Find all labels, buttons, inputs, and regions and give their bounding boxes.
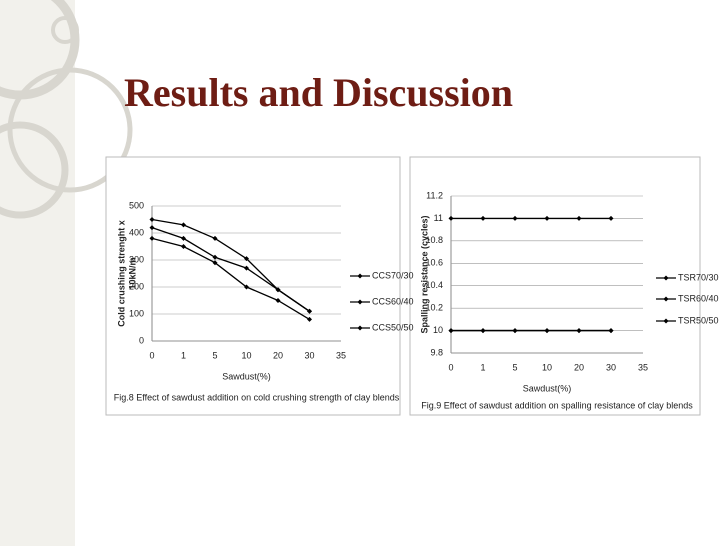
point-marker [448, 328, 454, 334]
point-marker [149, 217, 155, 222]
legend-label: TSR70/30 [678, 272, 719, 282]
x-tick-label: 35 [638, 362, 648, 372]
x-tick-label: 35 [336, 350, 346, 360]
series-line [151, 226, 310, 312]
point-marker [544, 328, 550, 334]
point-marker [307, 308, 312, 314]
point-marker [149, 225, 155, 231]
y-axis-label: Spalling resistance (cycles) [419, 215, 429, 333]
x-tick-label: 10 [241, 350, 251, 360]
y-tick-label: 300 [129, 254, 144, 264]
x-tick-label: 5 [212, 350, 217, 360]
legend-label: TSR60/40 [678, 293, 719, 303]
point-marker [307, 316, 312, 322]
x-tick-label: 20 [273, 350, 283, 360]
y-tick-label: 0 [139, 335, 144, 345]
y-tick-label: 10.6 [425, 258, 443, 268]
y-tick-label: 100 [129, 308, 144, 318]
legend-marker [357, 325, 363, 331]
series-line [151, 237, 310, 320]
y-tick-label: 400 [129, 227, 144, 237]
point-marker [608, 328, 614, 334]
y-tick-label: 500 [129, 200, 144, 210]
x-tick-label: 1 [181, 350, 186, 360]
chart-frame [105, 156, 401, 416]
legend-marker [663, 296, 669, 302]
decoration [0, 0, 133, 546]
point-marker [181, 244, 186, 249]
point-marker [448, 215, 454, 221]
y-tick-label: 10.2 [425, 303, 443, 313]
x-tick-label: 0 [149, 350, 154, 360]
point-marker [608, 215, 614, 221]
ring [0, 121, 69, 219]
point-marker [275, 298, 281, 303]
ring [51, 16, 79, 44]
legend-label: CCS70/30 [372, 270, 414, 280]
point-marker [512, 215, 518, 221]
y-axis-label: 10kN/m [127, 257, 137, 289]
point-marker [212, 254, 218, 260]
point-marker [480, 215, 486, 221]
point-marker [576, 328, 582, 334]
x-tick-label: 0 [448, 362, 453, 372]
x-tick-label: 1 [480, 362, 485, 372]
x-tick-label: 30 [606, 362, 616, 372]
point-marker [149, 235, 155, 241]
point-marker [181, 235, 186, 241]
point-marker [212, 235, 218, 241]
x-tick-label: 30 [304, 350, 314, 360]
legend-marker [357, 273, 363, 279]
ring [7, 67, 133, 193]
point-marker [576, 215, 582, 221]
point-marker [244, 284, 249, 290]
slide-title: Results and Discussion [124, 70, 513, 115]
point-marker [544, 215, 550, 221]
legend-marker [357, 299, 363, 305]
y-axis-label: Cold crushing strenght x [116, 220, 126, 327]
point-marker [244, 256, 249, 262]
y-tick-label: 10.4 [425, 280, 443, 290]
point-marker [212, 260, 218, 266]
x-axis-label: Sawdust(%) [222, 371, 271, 381]
y-tick-label: 9.8 [430, 347, 443, 357]
point-marker [244, 265, 249, 271]
legend-label: TSR50/50 [678, 315, 719, 325]
point-marker [480, 328, 486, 334]
y-tick-label: 10 [433, 325, 443, 335]
x-tick-label: 10 [542, 362, 552, 372]
legend-label: CCS50/50 [372, 322, 414, 332]
x-tick-label: 20 [574, 362, 584, 372]
y-tick-label: 200 [129, 281, 144, 291]
point-marker [275, 287, 281, 293]
y-tick-label: 11 [434, 213, 443, 223]
y-tick-label: 11.2 [426, 190, 443, 200]
chart-caption: Fig.9 Effect of sawdust addition on spal… [421, 400, 693, 410]
x-tick-label: 5 [512, 362, 517, 372]
point-marker [512, 328, 518, 334]
chart-caption: Fig.8 Effect of sawdust addition on cold… [114, 392, 400, 402]
point-marker [181, 222, 186, 228]
legend-marker [663, 318, 669, 324]
y-tick-label: 10.8 [425, 235, 443, 245]
x-axis-label: Sawdust(%) [523, 383, 572, 393]
legend-label: CCS60/40 [372, 296, 414, 306]
legend-marker [663, 275, 669, 281]
